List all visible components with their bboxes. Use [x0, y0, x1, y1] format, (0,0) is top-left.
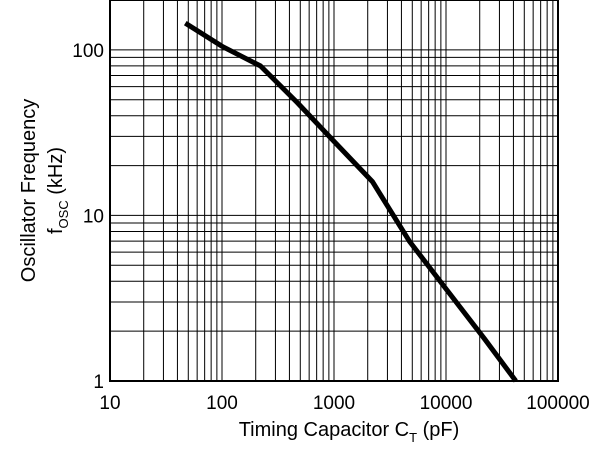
y-tick-label: 10 [83, 206, 104, 227]
x-tick-label: 100 [206, 393, 238, 414]
x-tick-label: 100000 [526, 393, 589, 414]
x-tick-label: 10000 [420, 393, 473, 414]
y-tick-label: 1 [93, 372, 104, 393]
y-axis-title-line1: Oscillator Frequency [18, 99, 40, 282]
y-axis-title-line2: fOSC (kHz) [45, 147, 71, 234]
grid-lines [110, 0, 558, 381]
series-layer [183, 20, 518, 383]
x-tick-label: 1000 [313, 393, 355, 414]
x-axis-title-subscript: T [409, 430, 417, 445]
y-axis-title-subscript: OSC [56, 200, 71, 228]
y-tick-label: 100 [72, 41, 104, 62]
x-axis-title-main: Timing Capacitor C [239, 419, 409, 441]
plot-frame [109, 0, 559, 382]
series-line [183, 20, 518, 383]
y-axis-title-symbol: f [45, 228, 67, 234]
x-axis-title-unit: (pF) [417, 419, 459, 441]
x-axis-title: Timing Capacitor CT (pF) [239, 419, 460, 445]
x-tick-label: 10 [99, 393, 120, 414]
y-axis-title-unit: (kHz) [45, 147, 67, 200]
